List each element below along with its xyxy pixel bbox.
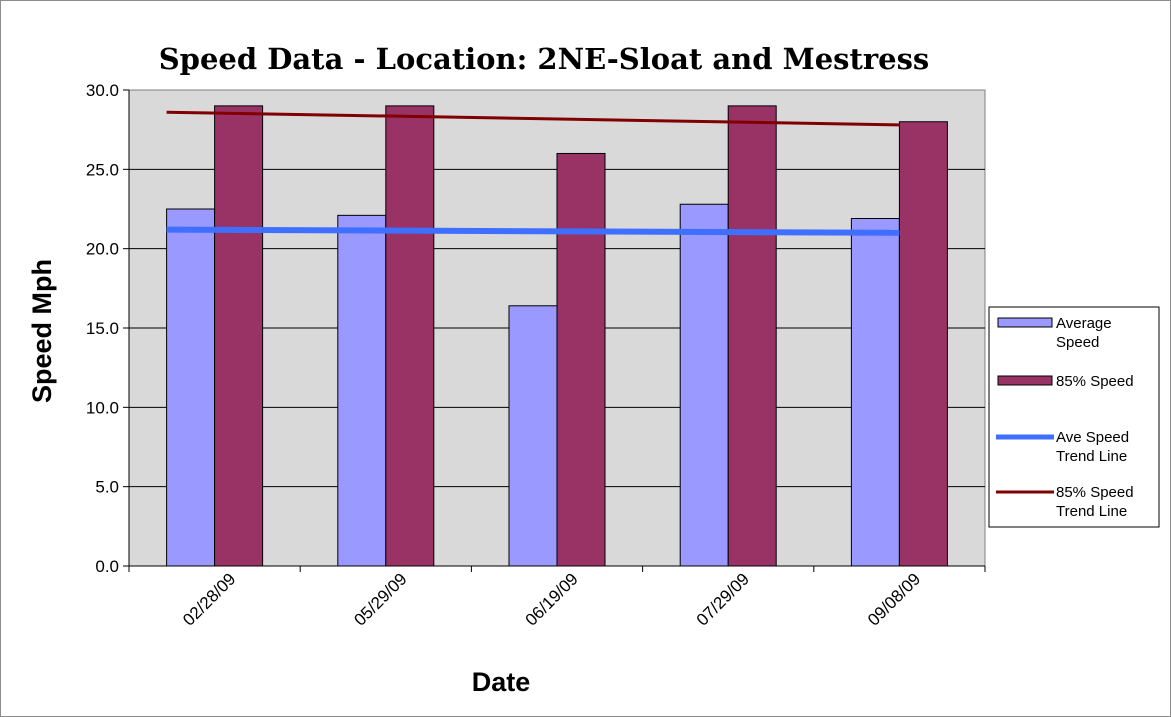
85-speed-trend-line — [166, 110, 900, 127]
x-tick-label: 09/08/09 — [864, 569, 924, 629]
bar-85-speed — [898, 121, 948, 567]
legend-entry-85-speed-trend-line: 85% Speed Trend Line — [996, 484, 1134, 520]
y-axis-title: Speed Mph — [27, 259, 57, 403]
x-tick-label: 07/29/09 — [693, 569, 753, 629]
bar-85-speed — [214, 105, 264, 567]
legend-swatch — [997, 375, 1053, 386]
legend-label: 85% Speed — [1056, 373, 1134, 390]
chart-title: Speed Data - Location: 2NE-Sloat and Mes… — [159, 42, 930, 76]
x-axis-ticks: 02/28/09 05/29/09 06/19/09 07/29/09 09/08/09 — [128, 566, 986, 630]
legend-label: Ave Speed — [1056, 429, 1129, 446]
bar-85-speed — [727, 105, 777, 567]
x-axis-title: Date — [472, 667, 531, 697]
legend-label: Average — [1056, 315, 1112, 332]
x-tick-label: 06/19/09 — [522, 569, 582, 629]
y-tick-label: 20.0 — [86, 240, 119, 259]
bar-85-speed — [556, 152, 606, 567]
y-tick-label: 30.0 — [86, 81, 119, 100]
legend-swatch — [997, 317, 1053, 328]
legend-label: Trend Line — [1056, 503, 1127, 520]
legend: Average Speed 85% Speed Ave Speed Trend Line… — [988, 306, 1160, 528]
legend-entry-average-speed: Average Speed — [997, 315, 1112, 351]
bar-average-speed — [508, 305, 558, 567]
y-tick-label: 15.0 — [86, 319, 119, 338]
y-tick-label: 10.0 — [86, 398, 119, 417]
x-tick-label: 02/28/09 — [179, 569, 239, 629]
legend-box — [988, 306, 1160, 528]
bar-average-speed — [679, 203, 729, 567]
y-tick-label: 25.0 — [86, 160, 119, 179]
plot-area — [128, 89, 986, 567]
legend-label: Trend Line — [1056, 448, 1127, 465]
bar-85-speed — [385, 105, 435, 567]
ave-speed-trend-line — [166, 226, 900, 236]
legend-entry-85-speed: 85% Speed — [997, 373, 1134, 390]
y-axis-ticks: 0.0 5.0 10.0 15.0 20.0 25.0 30.0 — [86, 81, 129, 576]
x-tick-label: 05/29/09 — [350, 569, 410, 629]
bar-average-speed — [850, 218, 900, 567]
legend-label: Speed — [1056, 334, 1099, 351]
y-tick-label: 0.0 — [95, 557, 119, 576]
legend-entry-ave-speed-trend-line: Ave Speed Trend Line — [996, 429, 1129, 465]
legend-label: 85% Speed — [1056, 484, 1134, 501]
bar-average-speed — [337, 214, 387, 567]
bar-average-speed — [166, 208, 216, 567]
y-tick-label: 5.0 — [95, 478, 119, 497]
